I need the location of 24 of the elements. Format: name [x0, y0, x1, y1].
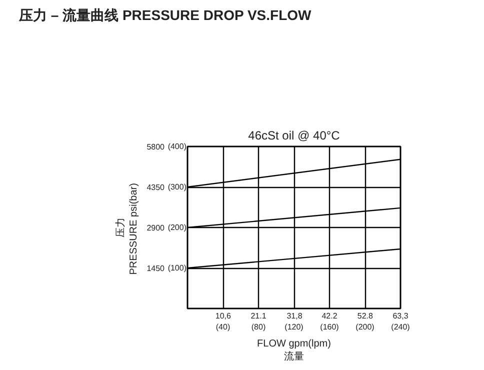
- x2-tick-label: (120): [284, 322, 304, 332]
- x-axis-title: FLOW gpm(lpm) 流量: [257, 338, 331, 363]
- x2-tick-label: (240): [391, 322, 410, 332]
- y2-tick-label: (100): [168, 264, 187, 272]
- x2-tick-label: (80): [251, 322, 266, 332]
- x-tick-label: 31,8: [286, 312, 303, 320]
- y-tick-label: 5800: [146, 142, 166, 152]
- x2-tick-label: (40): [216, 322, 230, 332]
- chart-title: 压力 – 流量曲线 PRESSURE DROP VS.FLOW: [19, 6, 312, 25]
- x-tick-label: 42.2: [322, 312, 338, 320]
- x2-tick-label: (160): [320, 322, 340, 332]
- x2-tick-label: (200): [356, 322, 375, 332]
- y-tick-label: 1450: [146, 264, 166, 273]
- x-tick-label: 63,3: [392, 312, 409, 320]
- y2-tick-label: (200): [168, 223, 187, 232]
- y-tick-label: 4350: [146, 183, 166, 192]
- chart-subtitle: 46cSt oil @ 40°C: [248, 128, 340, 142]
- y-axis-title: 压力 PRESSURE psi(bar): [114, 183, 140, 275]
- x-tick-label: 52.8: [357, 312, 374, 320]
- y-tick-label: 2900: [146, 224, 166, 232]
- x-tick-label: 10,6: [215, 312, 232, 320]
- x-tick-label: 21.1: [250, 312, 267, 320]
- y2-tick-label: (300): [168, 182, 187, 192]
- y2-tick-label: (400): [168, 142, 187, 151]
